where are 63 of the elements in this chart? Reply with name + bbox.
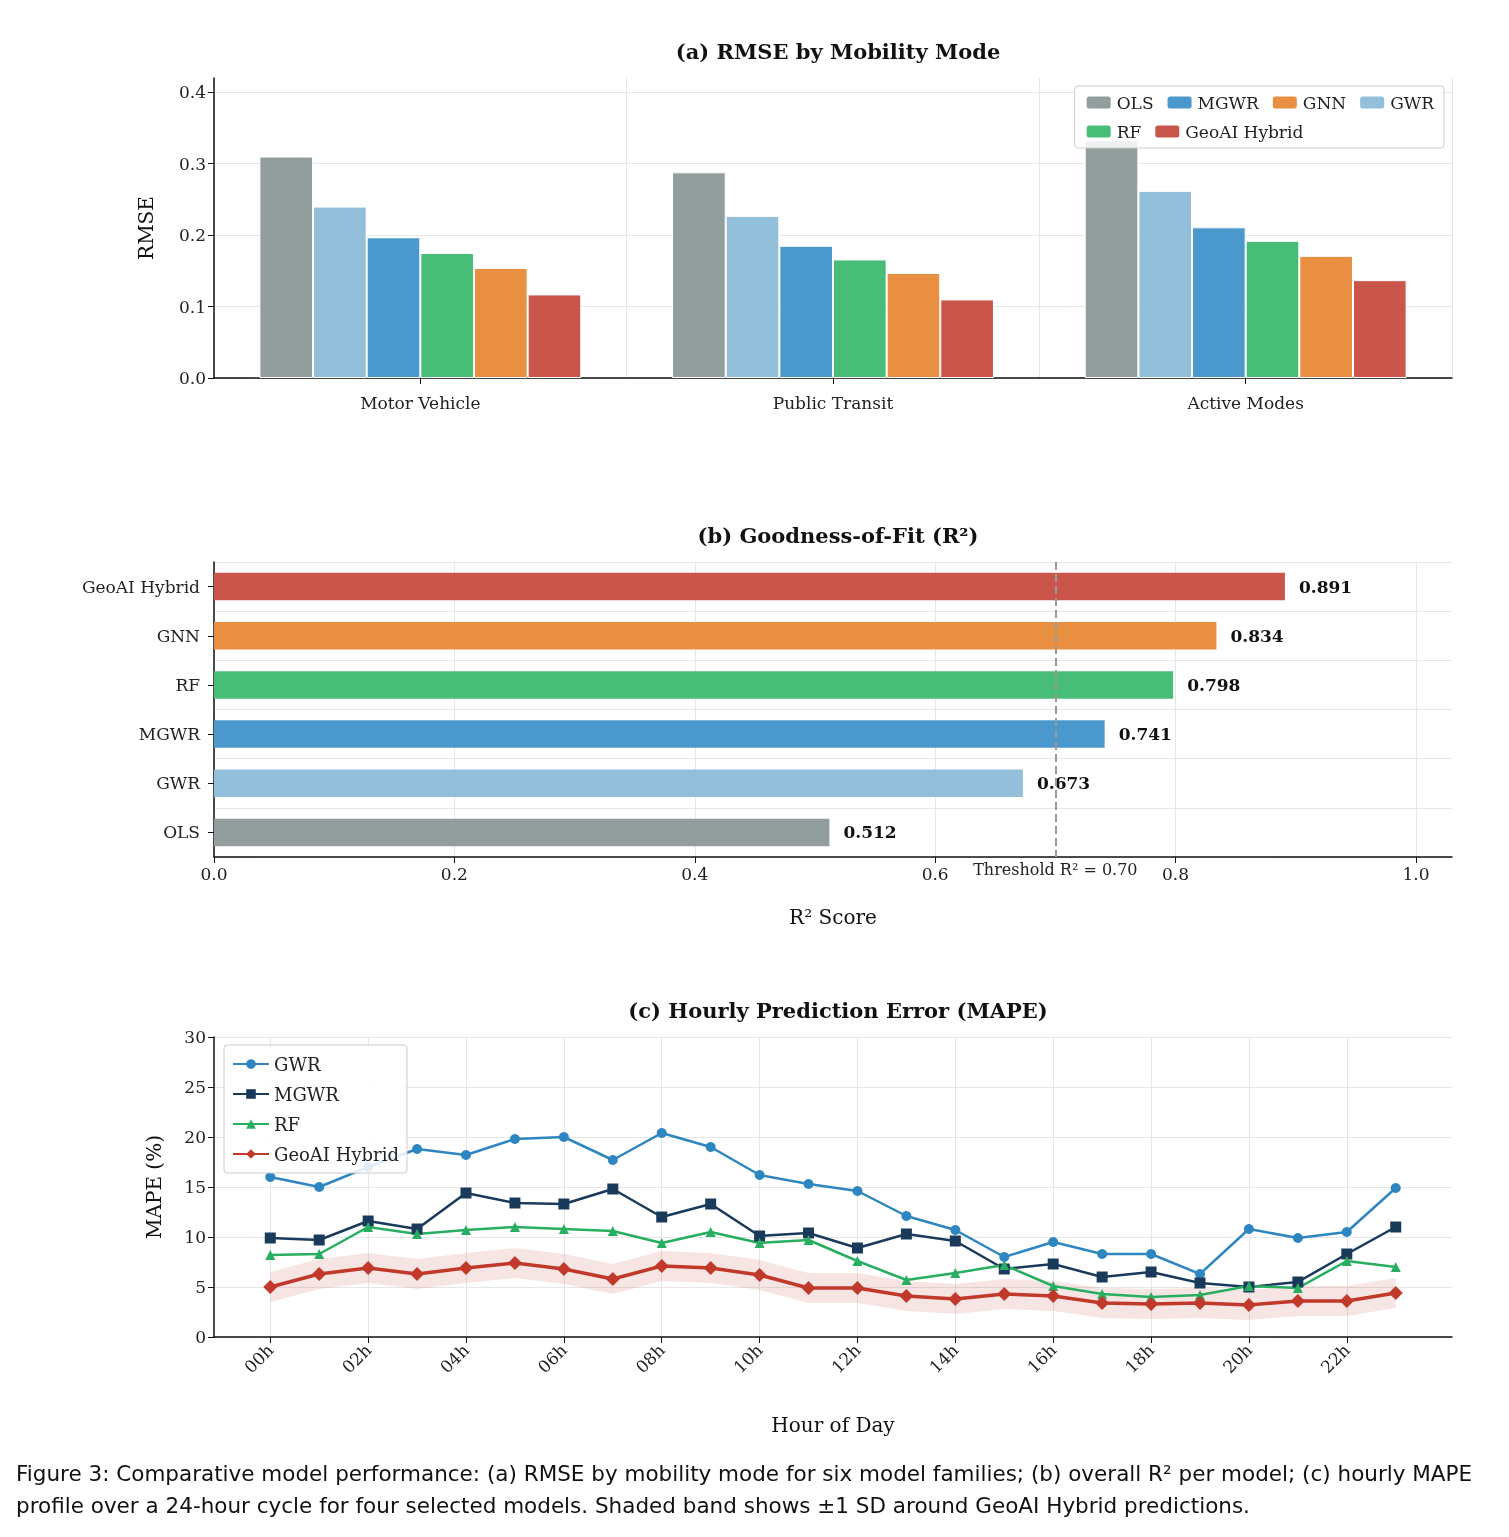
x-axis-title: Hour of Day [771, 1413, 896, 1437]
x-tick-label: 04h [435, 1339, 474, 1378]
legend-label: GeoAI Hybrid [1185, 121, 1304, 142]
legend-label: GWR [1390, 92, 1436, 113]
y-axis-title: MAPE (%) [142, 1135, 166, 1239]
y-tick-label: GWR [156, 773, 202, 794]
x-tick-label: 1.0 [1402, 863, 1430, 884]
legend-label: GWR [274, 1053, 321, 1075]
data-label: 0.798 [1187, 674, 1241, 695]
x-tick-label: 0.2 [440, 863, 468, 884]
x-tick-label: 14h [925, 1339, 963, 1378]
x-tick-label: 00h [240, 1339, 278, 1378]
legend-label: GeoAI Hybrid [274, 1143, 399, 1165]
y-tick-label: 0.1 [178, 296, 206, 317]
chart-title: (b) Goodness-of-Fit (R²) [697, 523, 979, 548]
ref-line-label: Threshold R² = 0.70 [973, 859, 1138, 879]
x-tick-label: 20h [1218, 1339, 1257, 1378]
y-tick-label: 25 [184, 1077, 206, 1097]
x-tick-label: 18h [1120, 1339, 1159, 1378]
x-tick-label: 0.6 [921, 863, 949, 884]
legend-label: RF [274, 1113, 301, 1135]
x-tick-label: Motor Vehicle [360, 392, 481, 413]
y-tick-label: 10 [184, 1227, 206, 1247]
y-tick-label: 15 [184, 1177, 206, 1197]
y-tick-label: 0.2 [178, 225, 206, 246]
data-label: 0.891 [1298, 576, 1353, 597]
y-tick-label: GeoAI Hybrid [81, 576, 201, 597]
y-tick-label: 0.0 [178, 368, 206, 388]
y-tick-label: OLS [163, 822, 200, 843]
legend-label: MGWR [1197, 92, 1261, 113]
x-tick-label: 10h [729, 1339, 767, 1378]
y-tick-label: 0.3 [178, 153, 206, 174]
x-tick-label: 06h [533, 1339, 571, 1378]
x-tick-label: Active Modes [1186, 392, 1304, 413]
y-tick-label: 5 [195, 1277, 206, 1297]
x-tick-label: 22h [1316, 1339, 1354, 1378]
y-tick-label: RF [175, 674, 201, 695]
data-label: 0.741 [1118, 724, 1172, 745]
x-tick-label: 02h [338, 1339, 376, 1378]
legend-label: RF [1116, 121, 1142, 142]
x-tick-label: 16h [1023, 1339, 1061, 1378]
y-tick-label: 0 [195, 1327, 206, 1347]
x-axis-title: R² Score [789, 905, 877, 929]
x-tick-label: 08h [631, 1339, 669, 1378]
y-axis-title: RMSE [134, 196, 158, 260]
legend-label: GNN [1302, 92, 1347, 113]
x-tick-label: Public Transit [772, 392, 894, 413]
data-label: 0.673 [1036, 773, 1091, 794]
y-tick-label: 20 [184, 1127, 206, 1147]
caption: Figure 3: Comparative model performance: (a) RMSE by mobility mode for six model families; (b) overall R² per model; (c) hourly MAPE profile over a 24-hour cycle for four selected models. Shaded band shows ±1 SD around GeoAI Hybrid predictions. [16, 1460, 1474, 1520]
y-tick-label: 30 [184, 1027, 206, 1047]
y-tick-label: MGWR [138, 724, 202, 745]
chart-title: (c) Hourly Prediction Error (MAPE) [628, 998, 1048, 1023]
legend-label: OLS [1116, 92, 1154, 113]
x-tick-label: 0.8 [1162, 863, 1190, 884]
data-label: 0.512 [843, 822, 897, 843]
x-tick-label: 0.4 [681, 863, 709, 884]
x-tick-label: 12h [827, 1339, 865, 1378]
data-label: 0.834 [1230, 625, 1284, 646]
y-tick-label: 0.4 [178, 82, 206, 103]
legend-label: MGWR [274, 1083, 340, 1105]
chart-title: (a) RMSE by Mobility Mode [675, 39, 1001, 64]
y-tick-label: GNN [156, 625, 201, 646]
